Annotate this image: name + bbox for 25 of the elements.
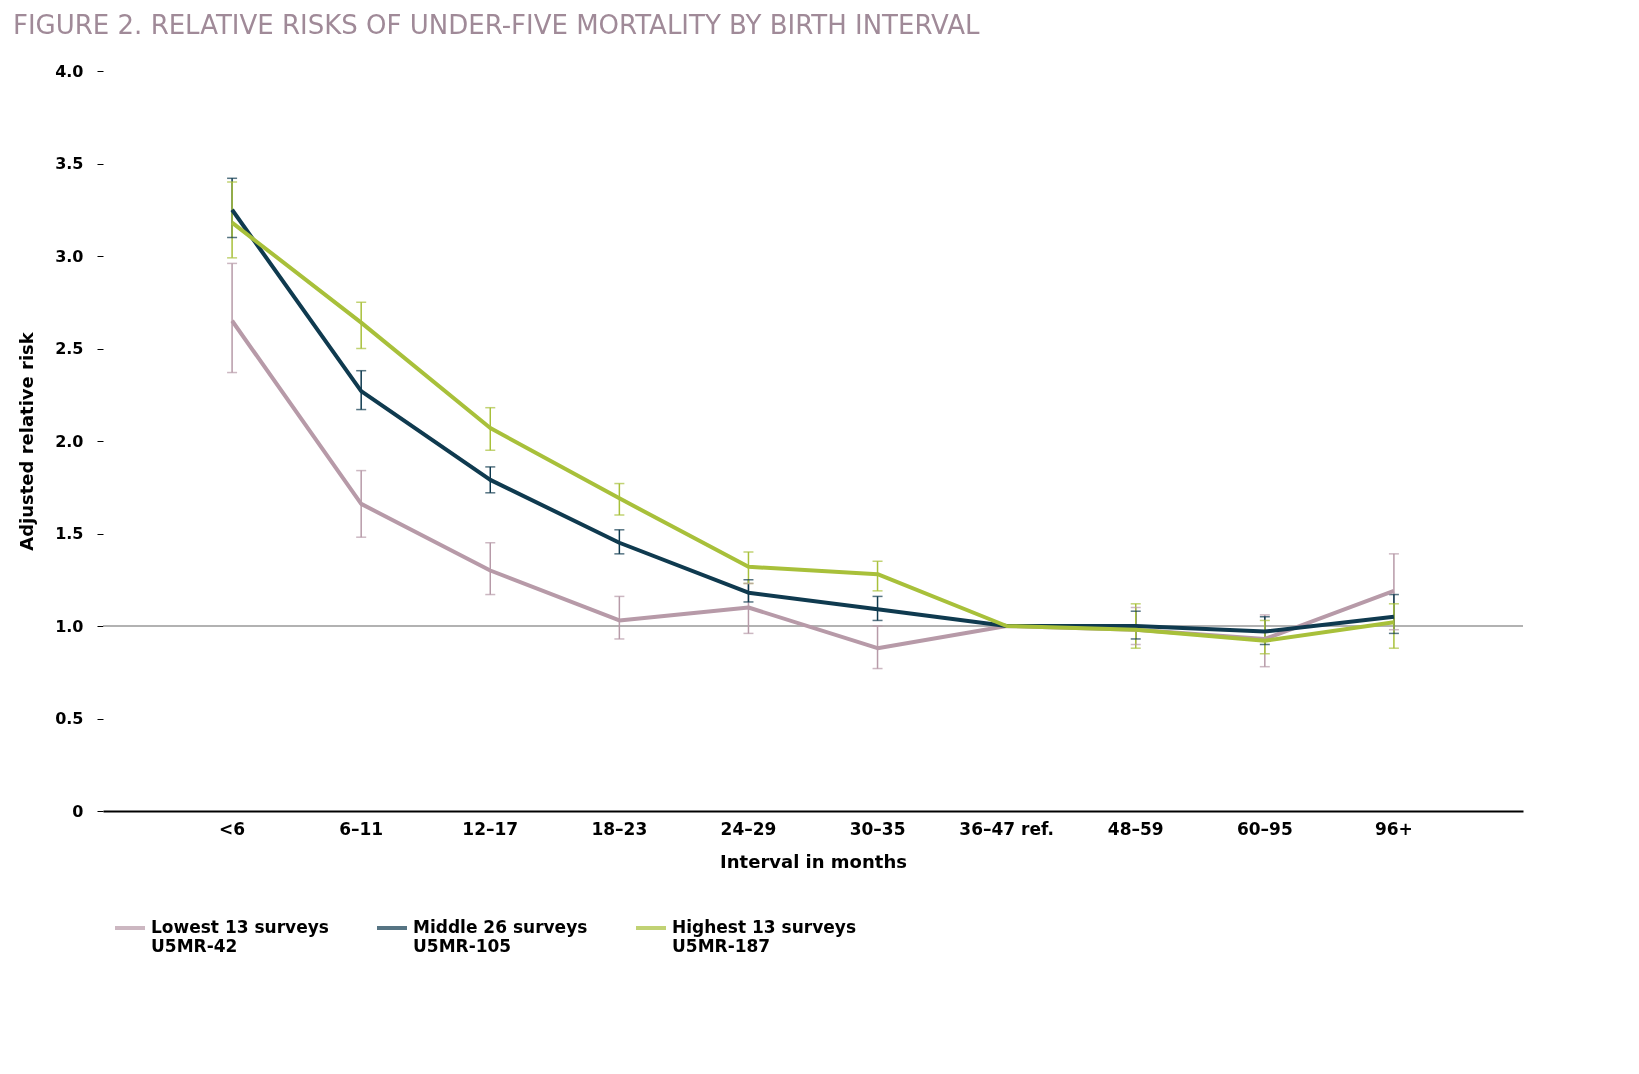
x-tick-label: 6–11 [339, 818, 384, 839]
x-tick-label: 18–23 [591, 818, 648, 839]
y-tick-label: 3.0 [55, 246, 84, 266]
y-axis-title: Adjusted relative risk [16, 331, 38, 551]
x-tick-label: 96+ [1374, 818, 1413, 839]
x-axis-title: Interval in months [720, 850, 907, 872]
x-tick-label: 30–35 [849, 818, 906, 839]
y-tick-label: 2.0 [55, 431, 84, 451]
x-tick-label: 24–29 [720, 818, 777, 839]
chart-title: FIGURE 2. RELATIVE RISKS OF UNDER-FIVE MORTALITY BY BIRTH INTERVAL [13, 10, 980, 40]
y-tick-label: 0 [72, 801, 84, 821]
y-tick-label: 3.5 [55, 154, 84, 173]
y-tick-label: 4.0 [55, 61, 84, 81]
y-tick-label: 2.5 [55, 339, 84, 358]
x-tick-label: 60–95 [1236, 818, 1293, 839]
y-tick-label: 1.5 [55, 524, 84, 543]
legend-label: Highest 13 surveys U5MR-187 [672, 917, 857, 956]
x-tick-label: 36–47 ref. [959, 818, 1054, 839]
x-tick-label: 12–17 [462, 818, 519, 839]
legend-label: Middle 26 surveys U5MR-105 [413, 917, 588, 956]
y-tick-label: 0.5 [55, 709, 84, 728]
legend-label: Lowest 13 surveys U5MR-42 [151, 917, 329, 956]
x-tick-label: 48–59 [1107, 818, 1164, 839]
x-tick-label: <6 [219, 818, 246, 839]
y-tick-label: 1.0 [55, 616, 84, 636]
